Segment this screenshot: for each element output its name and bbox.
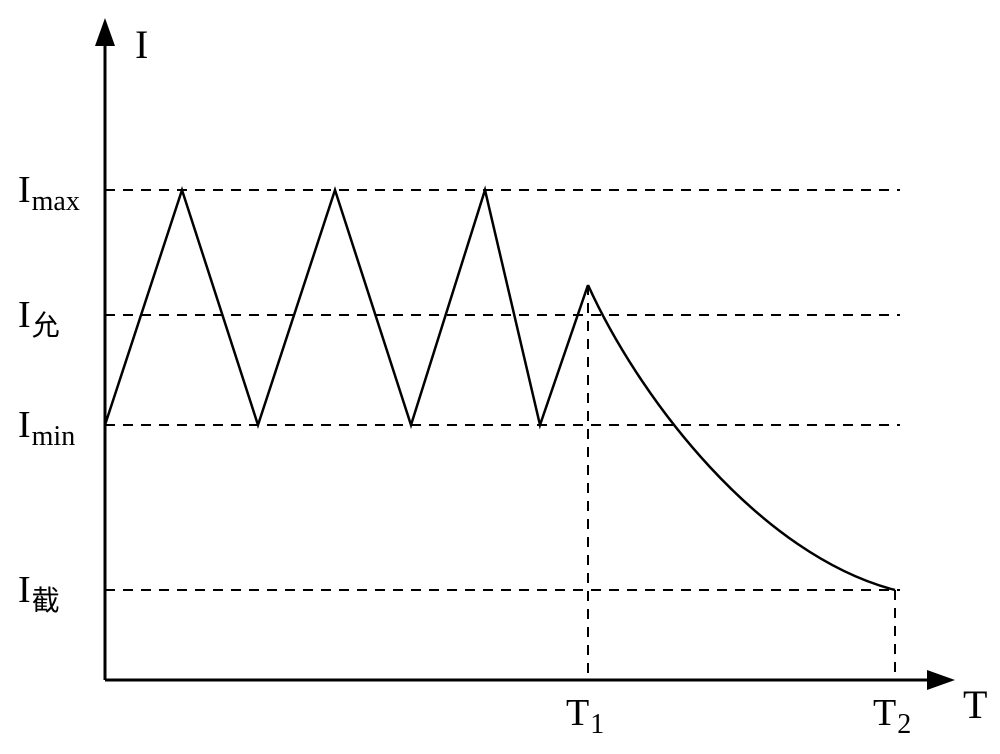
x-tick-T2: T2 bbox=[873, 692, 911, 740]
y-tick-Iperm: I允 bbox=[18, 294, 60, 342]
y-tick-Imax: Imax bbox=[18, 169, 80, 217]
chart-svg: I T Imax I允 Imin I截 T1 T2 bbox=[0, 0, 1000, 754]
x-axis-label: T bbox=[963, 682, 987, 727]
y-axis-arrow-icon bbox=[95, 18, 115, 46]
sawtooth-waveform bbox=[105, 190, 588, 425]
current-time-chart: I T Imax I允 Imin I截 T1 T2 bbox=[0, 0, 1000, 754]
y-tick-Icut: I截 bbox=[18, 569, 60, 617]
x-axis-arrow-icon bbox=[927, 670, 955, 690]
y-axis-label: I bbox=[135, 22, 148, 67]
decay-curve bbox=[588, 285, 895, 590]
x-tick-T1: T1 bbox=[566, 692, 604, 740]
y-tick-Imin: Imin bbox=[18, 404, 75, 452]
